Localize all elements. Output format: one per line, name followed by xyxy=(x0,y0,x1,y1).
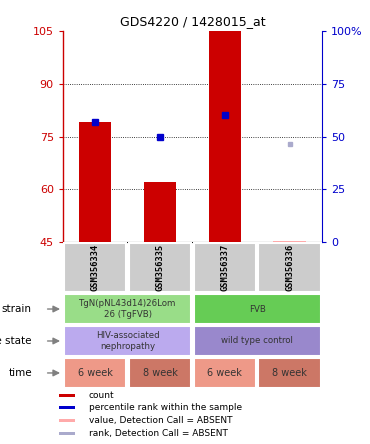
Bar xyxy=(79,123,111,242)
Text: GSM356335: GSM356335 xyxy=(155,244,165,291)
Bar xyxy=(64,325,191,357)
Text: 8 week: 8 week xyxy=(142,368,178,378)
Text: disease state: disease state xyxy=(0,336,32,346)
Text: time: time xyxy=(8,368,32,378)
Bar xyxy=(59,394,75,397)
Bar xyxy=(59,432,75,435)
Text: GSM356336: GSM356336 xyxy=(285,244,294,291)
Bar xyxy=(209,31,241,242)
Text: 8 week: 8 week xyxy=(272,368,307,378)
Bar xyxy=(194,325,320,357)
Text: TgN(pNL43d14)26Lom
26 (TgFVB): TgN(pNL43d14)26Lom 26 (TgFVB) xyxy=(79,299,176,319)
Bar xyxy=(59,419,75,422)
Bar xyxy=(129,243,191,292)
Bar xyxy=(258,243,320,292)
Bar xyxy=(64,357,127,388)
Bar xyxy=(194,357,256,388)
Title: GDS4220 / 1428015_at: GDS4220 / 1428015_at xyxy=(120,16,265,28)
Bar xyxy=(59,406,75,409)
Text: rank, Detection Call = ABSENT: rank, Detection Call = ABSENT xyxy=(89,429,228,438)
Bar xyxy=(129,357,191,388)
Text: wild type control: wild type control xyxy=(221,337,293,345)
Text: 6 week: 6 week xyxy=(78,368,113,378)
Bar xyxy=(64,243,127,292)
Text: FVB: FVB xyxy=(249,305,266,313)
Text: GSM356337: GSM356337 xyxy=(220,244,229,291)
Text: 6 week: 6 week xyxy=(207,368,242,378)
Text: HIV-associated
nephropathy: HIV-associated nephropathy xyxy=(96,331,159,351)
Text: GSM356334: GSM356334 xyxy=(91,244,100,291)
Text: percentile rank within the sample: percentile rank within the sample xyxy=(89,404,242,412)
Bar xyxy=(64,293,191,325)
Text: value, Detection Call = ABSENT: value, Detection Call = ABSENT xyxy=(89,416,232,425)
Bar xyxy=(273,241,306,242)
Text: count: count xyxy=(89,391,114,400)
Bar xyxy=(258,357,320,388)
Bar xyxy=(194,293,320,325)
Bar xyxy=(144,182,176,242)
Text: strain: strain xyxy=(2,304,32,314)
Bar xyxy=(194,243,256,292)
